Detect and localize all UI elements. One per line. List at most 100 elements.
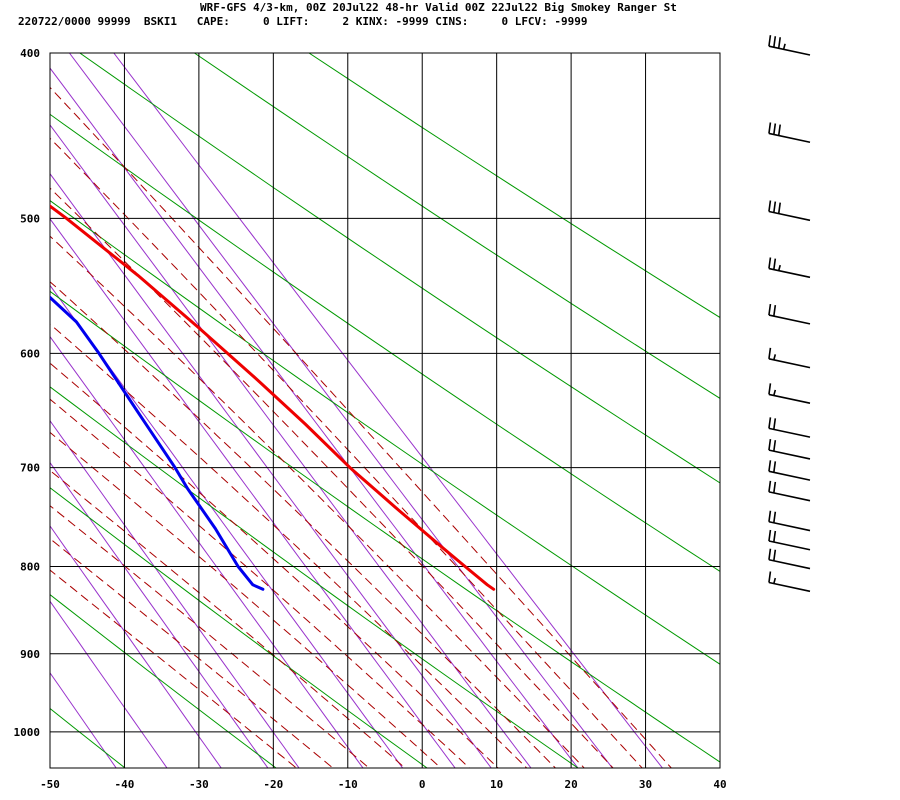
wind-barb-staff bbox=[768, 314, 811, 325]
grid bbox=[49, 52, 721, 769]
mixing-ratio-line bbox=[68, 53, 614, 768]
wind-barb bbox=[768, 35, 811, 56]
mixing-ratio-line bbox=[113, 53, 664, 768]
wind-barb bbox=[768, 347, 811, 369]
wind-barb-feather bbox=[773, 481, 777, 494]
wind-barb-feather bbox=[773, 418, 777, 430]
wind-barb-staff bbox=[768, 449, 811, 460]
wind-barb-feather bbox=[768, 439, 772, 451]
wind-barb-feather bbox=[773, 354, 777, 361]
wind-barb-feather bbox=[773, 201, 777, 213]
wind-barb bbox=[768, 510, 811, 532]
wind-barb-feather bbox=[773, 123, 777, 135]
x-tick-label: 20 bbox=[564, 778, 577, 791]
wind-barb bbox=[768, 571, 811, 593]
mixing-ratio-line bbox=[50, 419, 300, 768]
wind-barb-feather bbox=[773, 461, 777, 473]
x-tick-label: -30 bbox=[189, 778, 209, 791]
wind-barb-feather bbox=[768, 480, 772, 493]
wind-barb-feather bbox=[768, 548, 772, 560]
wind-barb-staff bbox=[768, 393, 811, 404]
wind-barb-feather bbox=[768, 417, 772, 429]
wind-barb-feather bbox=[777, 37, 782, 49]
y-tick-label: 600 bbox=[20, 347, 40, 360]
sounding-indices-line: 220722/0000 99999 BSKI1 CAPE: 0 LIFT: 2 … bbox=[18, 15, 588, 28]
moist-adiabat bbox=[50, 235, 585, 768]
moist-adiabat bbox=[50, 323, 528, 768]
wind-barb-feather bbox=[768, 529, 772, 542]
wind-barb-feather bbox=[773, 440, 777, 452]
wind-barb-staff bbox=[768, 132, 811, 144]
moist-adiabat bbox=[50, 137, 643, 768]
wind-barb-feather bbox=[768, 257, 772, 269]
x-tick-label: 10 bbox=[490, 778, 503, 791]
wind-barb-staff bbox=[768, 558, 811, 570]
mixing-ratio-line bbox=[50, 335, 364, 768]
mixing-ratio-line bbox=[50, 284, 404, 768]
x-tick-label: 30 bbox=[639, 778, 652, 791]
wind-barb-staff bbox=[768, 581, 811, 593]
wind-barb-feather bbox=[768, 347, 772, 359]
y-tick-label: 900 bbox=[20, 648, 40, 661]
wind-barb-staff bbox=[768, 427, 811, 438]
wind-barb bbox=[768, 257, 811, 279]
wind-barb-feather bbox=[777, 264, 781, 271]
mixing-ratio-line bbox=[50, 461, 269, 768]
wind-barb-staff bbox=[768, 470, 811, 481]
y-tick-label: 700 bbox=[20, 462, 40, 475]
mixing-ratio-line bbox=[50, 671, 117, 768]
wind-barb-staff bbox=[768, 520, 811, 532]
wind-barb bbox=[768, 439, 811, 460]
y-tick-label: 500 bbox=[20, 212, 40, 225]
mixing-ratio-line bbox=[50, 124, 532, 768]
y-tick-label: 800 bbox=[20, 561, 40, 574]
wind-barb-feather bbox=[768, 35, 772, 47]
wind-barb bbox=[768, 122, 811, 144]
wind-barb-staff bbox=[768, 210, 811, 222]
dry-adiabat bbox=[50, 707, 126, 768]
moist-adiabat bbox=[50, 505, 370, 768]
wind-barb-staff bbox=[768, 45, 811, 56]
wind-barb-feather bbox=[768, 200, 772, 212]
y-tick-label: 1000 bbox=[14, 726, 41, 739]
wind-barb-feather bbox=[773, 511, 777, 523]
wind-barb bbox=[768, 480, 811, 502]
wind-barb-feather bbox=[777, 202, 782, 214]
x-tick-label: -50 bbox=[40, 778, 60, 791]
moist-adiabat bbox=[50, 187, 614, 768]
wind-barb bbox=[768, 417, 811, 438]
mixing-ratio-lines bbox=[50, 53, 664, 768]
wind-barbs bbox=[768, 35, 811, 593]
y-tick-label: 400 bbox=[20, 47, 40, 60]
chart-header: WRF-GFS 4/3-km, 00Z 20Jul22 48-hr Valid … bbox=[0, 0, 900, 34]
dewpoint-profile-line bbox=[50, 295, 265, 591]
moist-adiabat bbox=[50, 398, 471, 768]
temperature-profile-line bbox=[50, 204, 496, 591]
wind-barb bbox=[768, 548, 811, 570]
wind-barb-feather bbox=[773, 549, 777, 561]
dry-adiabat bbox=[50, 487, 428, 768]
wind-barb-feather bbox=[773, 577, 777, 584]
wind-barb-staff bbox=[768, 540, 811, 551]
x-tick-label: 40 bbox=[713, 778, 726, 791]
mixing-ratio-line bbox=[50, 600, 168, 768]
wind-barb-feather bbox=[768, 303, 772, 316]
wind-barb-feather bbox=[773, 258, 777, 270]
dry-adiabat bbox=[50, 386, 579, 768]
wind-barb-staff bbox=[768, 267, 811, 279]
x-tick-label: -40 bbox=[115, 778, 135, 791]
mixing-ratio-line bbox=[50, 217, 456, 768]
mixing-ratio-line bbox=[50, 172, 492, 768]
wind-barb-feather bbox=[773, 36, 777, 48]
x-tick-label: 0 bbox=[419, 778, 426, 791]
wind-barb-staff bbox=[768, 358, 811, 369]
dry-adiabat bbox=[50, 290, 720, 763]
dry-adiabat bbox=[50, 594, 277, 768]
wind-barb bbox=[768, 303, 811, 325]
